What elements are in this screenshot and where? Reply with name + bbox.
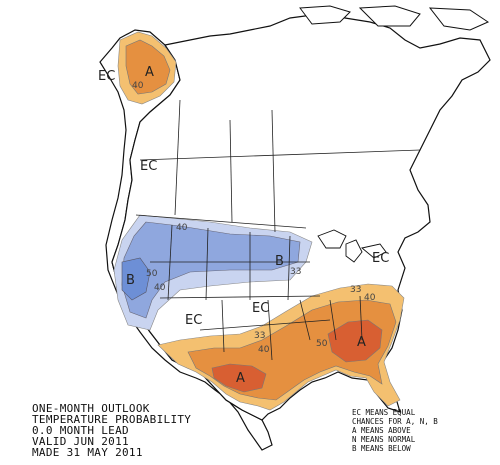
above-se-50	[327, 319, 383, 363]
below-50-area	[121, 257, 151, 301]
above-alaska-40	[125, 39, 171, 95]
outlook-title-block: ONE-MONTH OUTLOOK TEMPERATURE PROBABILIT…	[32, 403, 191, 458]
contour-label-north-40: 40	[176, 223, 188, 233]
contour-label-west-50: 50	[146, 269, 158, 279]
key-line: CHANCES FOR A, N, B	[352, 417, 438, 426]
above-tx-50	[211, 363, 267, 393]
contour-label-lakes-33: 33	[290, 267, 301, 277]
map-key: EC MEANS EQUAL CHANCES FOR A, N, B A MEA…	[352, 408, 438, 453]
title-line: 0.0 MONTH LEAD	[32, 424, 129, 437]
contour-label-se-33: 33	[350, 285, 361, 295]
title-line: ONE-MONTH OUTLOOK	[32, 402, 150, 415]
title-line: MADE 31 MAY 2011	[32, 446, 143, 459]
key-line: EC MEANS EQUAL	[352, 408, 416, 417]
arctic-islands	[299, 5, 490, 31]
contour-label-se-40: 40	[364, 293, 376, 303]
contour-label-west-40: 40	[154, 283, 166, 293]
contour-label-central-33: 33	[254, 331, 265, 341]
zone-label-north-b: B	[275, 254, 284, 269]
key-line: N MEANS NORMAL	[352, 435, 416, 444]
zone-label-southeast-a: A	[357, 335, 366, 350]
zone-label-alaska-ec: EC	[98, 69, 115, 84]
zone-label-alaska-a: A	[145, 65, 154, 80]
zone-label-west-b: B	[126, 273, 135, 288]
great-lakes	[317, 229, 387, 263]
key-line: B MEANS BELOW	[352, 444, 411, 453]
zone-label-canada-ec: EC	[140, 159, 157, 174]
contour-label-alaska-40: 40	[132, 81, 144, 91]
zone-label-east-ec: EC	[372, 251, 389, 266]
key-line: A MEANS ABOVE	[352, 426, 411, 435]
title-line: TEMPERATURE PROBABILITY	[32, 413, 192, 426]
contour-label-central-40: 40	[258, 345, 270, 355]
title-line: VALID JUN 2011	[32, 435, 129, 448]
contour-label-se-50: 50	[316, 339, 328, 349]
political-boundaries	[135, 99, 421, 361]
zone-label-central-ec: EC	[252, 301, 269, 316]
zone-label-texas-a: A	[236, 371, 245, 386]
zone-label-southwest-ec: EC	[185, 313, 202, 328]
